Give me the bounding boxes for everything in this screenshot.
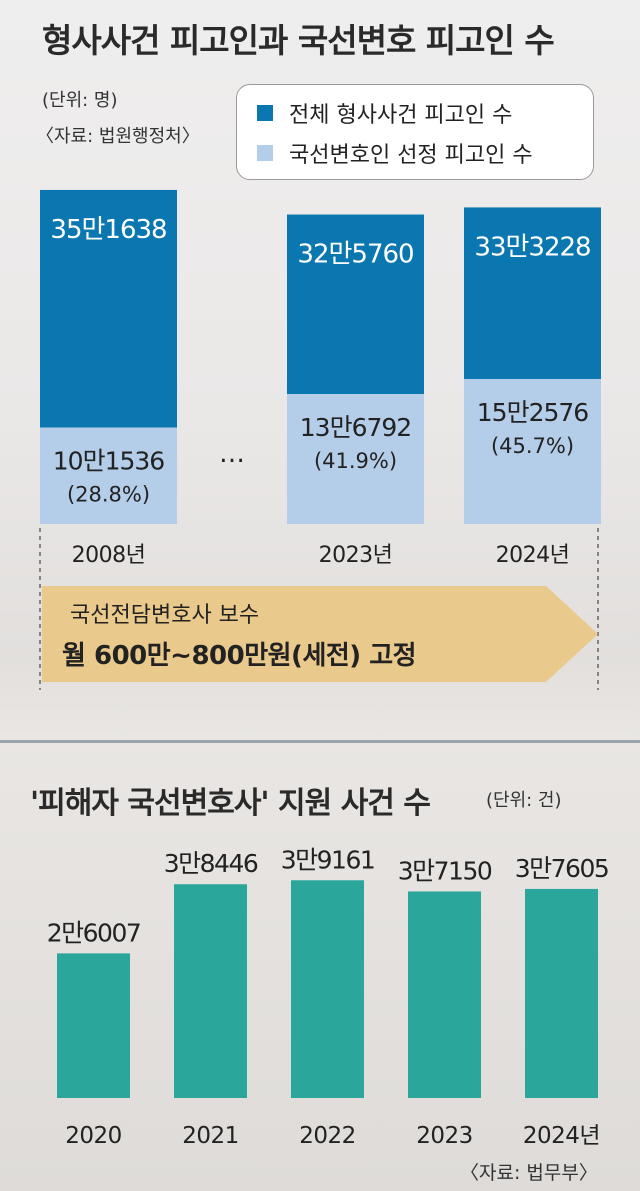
bar-total-1 [287, 214, 424, 395]
label-total-1: 32만5760 [297, 240, 413, 270]
label-pct-1: (41.9%) [314, 449, 397, 473]
legend-swatch-public-defender [257, 145, 273, 161]
bar-1 [174, 884, 247, 1098]
category-label-2: 2024년 [496, 543, 570, 568]
category-label-2: 2022 [299, 1123, 356, 1149]
legend-label-total: 전체 형사사건 피고인 수 [289, 103, 513, 128]
chart1-title: 형사사건 피고인과 국선변호 피고인 수 [42, 21, 555, 60]
bar-3 [408, 891, 481, 1098]
category-label-0: 2020 [65, 1123, 122, 1149]
value-label-2: 3만9161 [281, 845, 375, 874]
category-label-0: 2008년 [72, 543, 146, 568]
chart1-source: 〈자료: 법원행정처〉 [36, 126, 200, 147]
label-public-defender-0: 10만1536 [53, 447, 165, 476]
bar-4 [525, 888, 598, 1098]
value-label-1: 3만8446 [164, 849, 258, 878]
value-label-4: 3만7605 [515, 854, 609, 883]
chart2-unit: (단위: 건) [486, 790, 562, 811]
legend-item-total: 전체 형사사건 피고인 수 [257, 97, 512, 129]
category-label-3: 2023 [416, 1123, 473, 1149]
legend-swatch-total [257, 105, 273, 121]
chart2-source: 〈자료: 법무부〉 [460, 1162, 598, 1184]
bar-public-defender-1 [287, 394, 424, 524]
value-label-0: 2만6007 [47, 918, 141, 947]
value-label-3: 3만7150 [398, 856, 492, 885]
category-label-1: 2023년 [319, 543, 393, 568]
label-total-2: 33만3228 [474, 232, 590, 262]
annotation-arrow [42, 586, 598, 682]
bar-public-defender-0 [40, 427, 177, 524]
bar-2 [291, 880, 364, 1098]
annotation-line1: 국선전담변호사 보수 [70, 603, 259, 628]
label-total-0: 35만1638 [50, 215, 166, 245]
gap-marker: … [219, 439, 245, 469]
chart1-legend: 전체 형사사건 피고인 수 국선변호인 선정 피고인 수 [236, 84, 594, 180]
bar-0 [57, 953, 130, 1098]
label-public-defender-1: 13만6792 [300, 413, 411, 442]
chart1-unit: (단위: 명) [42, 90, 118, 111]
bar-public-defender-2 [464, 379, 601, 524]
chart1-plot: 35만1638 10만1536 (28.8%) 2008년 32만5760 13만6792… [39, 189, 601, 690]
legend-item-public-defender: 국선변호인 선정 피고인 수 [257, 137, 533, 169]
label-pct-2: (45.7%) [491, 434, 574, 458]
chart2-title: '피해자 국선변호사' 지원 사건 수 [30, 786, 431, 821]
bar-total-2 [464, 207, 601, 380]
label-pct-0: (28.8%) [67, 483, 150, 507]
annotation-line2: 월 600만~800만원(세전) 고정 [62, 641, 416, 671]
bar-total-0 [40, 189, 177, 428]
category-label-1: 2021 [182, 1123, 239, 1149]
category-label-4: 2024년 [523, 1123, 600, 1149]
legend-label-public-defender: 국선변호인 선정 피고인 수 [289, 143, 533, 168]
section-divider [0, 740, 640, 743]
label-public-defender-2: 15만2576 [477, 398, 589, 427]
